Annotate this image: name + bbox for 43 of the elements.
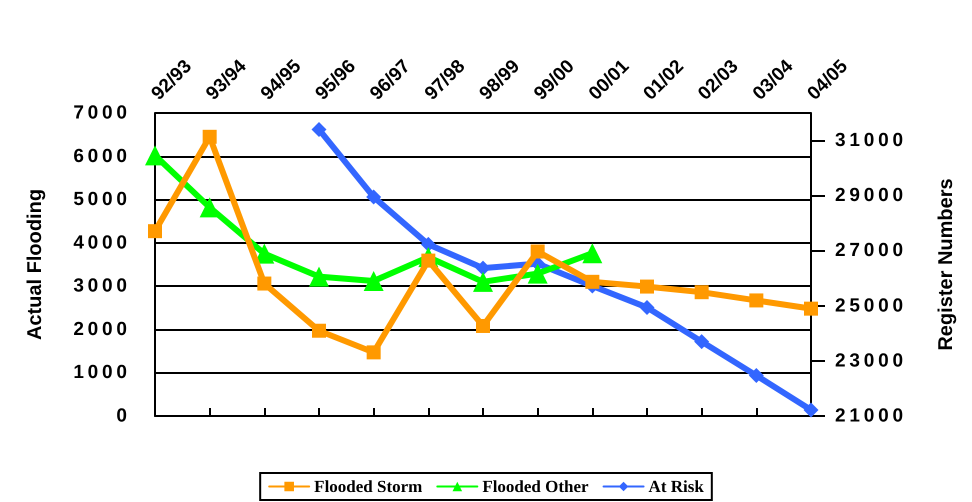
point — [202, 130, 217, 144]
point — [748, 368, 764, 384]
y2-tick-label: 2 5 0 0 0 — [835, 295, 904, 316]
point — [364, 270, 384, 291]
point — [582, 243, 602, 264]
point — [312, 324, 326, 338]
y-tick-label: 2 0 0 0 — [73, 318, 127, 340]
point — [528, 264, 548, 284]
y-tick-label: 1 0 0 0 — [73, 362, 127, 384]
point — [473, 272, 493, 292]
y2-tick-label: 2 1 0 0 0 — [835, 406, 904, 426]
y-tick-label: 5 0 0 0 — [73, 189, 127, 210]
point — [640, 280, 654, 294]
y-tick-label: 3 0 0 0 — [73, 276, 127, 297]
point — [749, 293, 764, 308]
legend-label: Flooded Storm — [314, 477, 422, 496]
point — [694, 285, 709, 300]
point — [476, 318, 490, 333]
point — [420, 236, 436, 252]
point — [804, 302, 818, 316]
point — [585, 274, 600, 289]
point — [694, 334, 710, 350]
y2-tick-label: 2 7 0 0 0 — [835, 240, 904, 262]
point — [366, 345, 381, 360]
point — [148, 224, 162, 238]
y-tick-label: 6 0 0 0 — [73, 146, 127, 167]
y2-tick-label: 2 3 0 0 0 — [835, 350, 904, 372]
y2-axis-title: Register Numbers — [935, 178, 957, 351]
y-tick-label: 0 — [116, 406, 127, 426]
legend-label: Flooded Other — [482, 477, 590, 496]
y-tick-label: 4 0 0 0 — [73, 232, 127, 254]
point — [309, 266, 329, 287]
point — [530, 244, 545, 259]
y2-tick-label: 3 1 0 0 0 — [835, 130, 904, 152]
point — [640, 300, 654, 315]
point — [366, 190, 382, 205]
legend-label: At Risk — [648, 477, 704, 496]
point — [804, 402, 818, 418]
y2-tick-label: 2 9 0 0 0 — [835, 185, 904, 206]
y-tick-label: 7 0 0 0 — [73, 102, 127, 124]
y-axis-title: Actual Flooding — [24, 188, 46, 340]
point — [312, 122, 326, 138]
point — [257, 276, 272, 291]
